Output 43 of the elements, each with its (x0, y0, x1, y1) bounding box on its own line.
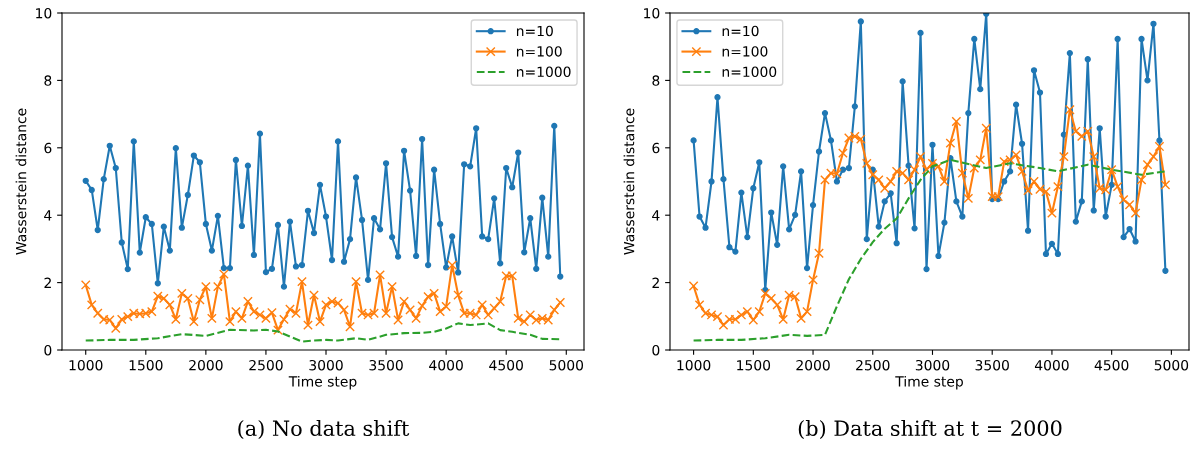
x-tick-label: 5000 (1154, 359, 1189, 371)
text: (a) No data shift (238, 419, 410, 439)
y-tick-label: 4 (44, 210, 52, 221)
x-tick-label: 1500 (737, 359, 771, 371)
x-tick-label: 5000 (549, 359, 584, 371)
x-tick-label: 1000 (677, 359, 711, 371)
legend-label: n=100 (516, 46, 562, 57)
y-tick-label: 6 (44, 142, 52, 154)
x-tick-label: 3000 (309, 359, 343, 371)
y-tick-label: 8 (44, 75, 52, 86)
x-tick-label: 3000 (915, 359, 950, 371)
x-tick-label: 2500 (856, 359, 890, 371)
x-tick-label: 1000 (69, 359, 103, 371)
y-tick-label: 10 (36, 7, 52, 19)
line-series (84, 322, 562, 343)
x-tick-label: 4000 (1034, 359, 1069, 371)
x-tick-label: 1500 (129, 359, 163, 371)
legend-label: n=1000 (516, 66, 571, 78)
x-axis-title: Time step (288, 375, 357, 390)
legend-label: n=10 (722, 25, 759, 37)
x-tick-label: 3500 (975, 359, 1009, 371)
x-tick-label: 4500 (489, 359, 523, 371)
y-tick-label: 0 (652, 344, 660, 356)
x-tick-label: 2500 (249, 359, 283, 371)
x-tick-label: 2000 (189, 359, 223, 371)
legend-label: n=100 (722, 46, 768, 57)
x-tick-label: 4500 (1094, 359, 1129, 371)
y-tick-label: 2 (44, 277, 51, 288)
text: (b) Data shift at t = 2000 (798, 419, 1062, 439)
x-tick-label: 2000 (796, 359, 830, 371)
y-tick-label: 6 (652, 142, 660, 154)
legend-label: n=10 (516, 25, 553, 37)
legend-label: n=1000 (722, 66, 777, 78)
x-tick-label: 4000 (429, 359, 463, 371)
y-axis-title: Wasserstein distance (15, 108, 27, 255)
y-tick-label: 2 (652, 277, 659, 288)
y-tick-label: 4 (652, 210, 660, 221)
y-tick-label: 8 (652, 75, 660, 86)
x-axis-title: Time step (895, 375, 963, 390)
x-tick-label: 3500 (369, 359, 403, 371)
y-tick-label: 0 (44, 344, 52, 356)
y-tick-label: 10 (644, 7, 660, 19)
y-axis-title: Wasserstein distance (623, 108, 635, 255)
